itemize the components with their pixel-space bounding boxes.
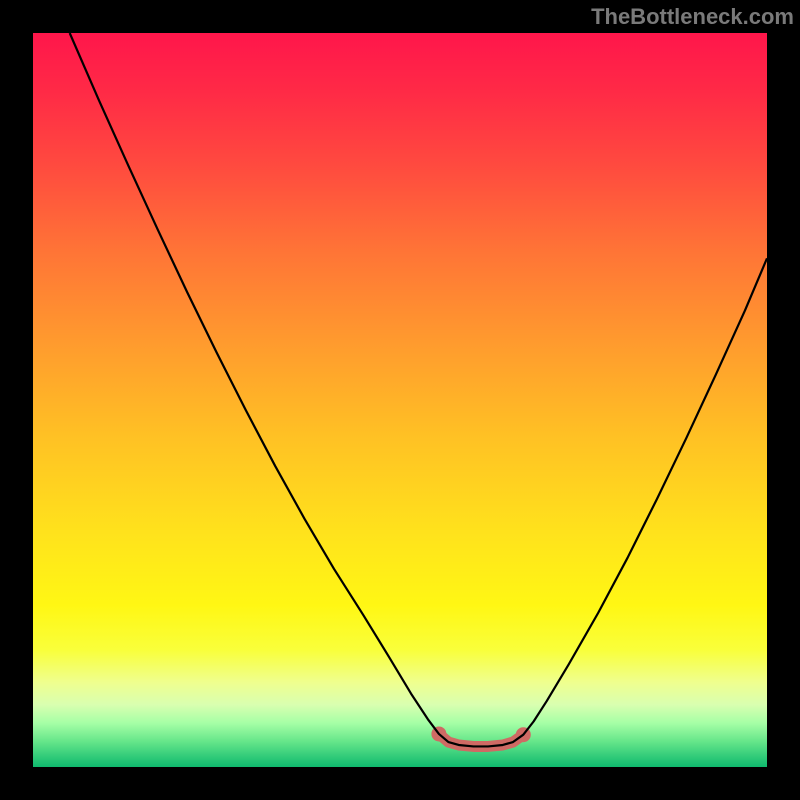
plot-svg bbox=[33, 33, 767, 767]
gradient-background bbox=[33, 33, 767, 767]
watermark-text: TheBottleneck.com bbox=[591, 4, 794, 30]
plot-area bbox=[33, 33, 767, 767]
chart-canvas: TheBottleneck.com bbox=[0, 0, 800, 800]
